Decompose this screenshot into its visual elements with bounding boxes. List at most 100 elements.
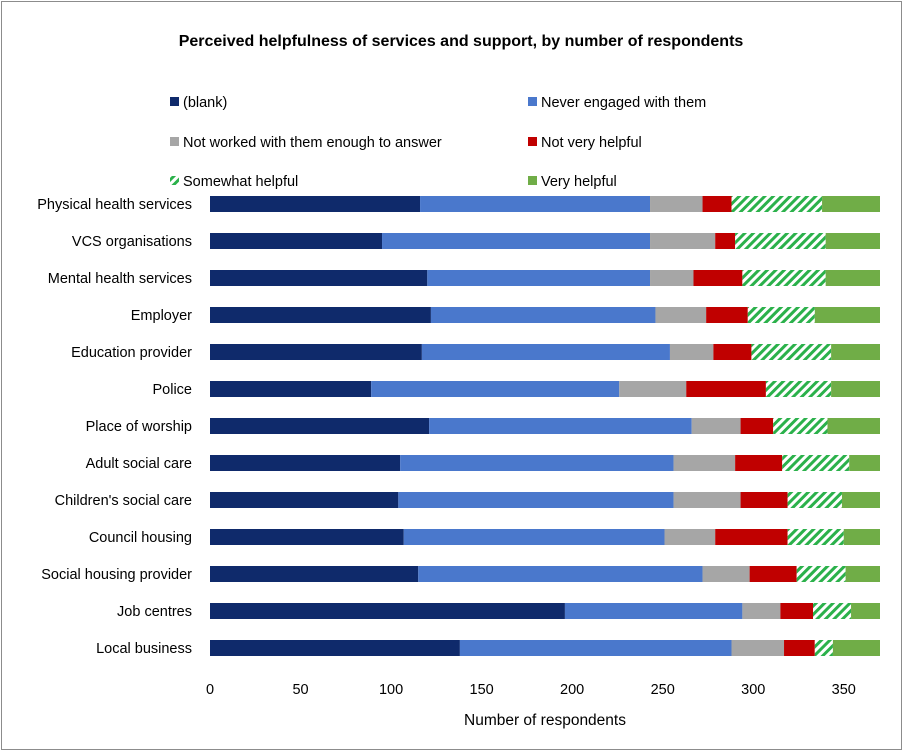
bar-vcs-organisations-not-very-helpful	[715, 233, 736, 249]
category-label-council-housing: Council housing	[89, 530, 192, 546]
bar-physical-health-services-somewhat-helpful	[731, 196, 823, 212]
legend-label-not-very-helpful: Not very helpful	[541, 135, 642, 151]
bar-local-business-blank	[210, 640, 460, 656]
bar-job-centres-blank	[210, 603, 565, 619]
bar-children-s-social-care-not-very-helpful	[740, 492, 788, 508]
bar-mental-health-services-not-very-helpful	[693, 270, 743, 286]
legend-swatch-not-worked-with-them-enough-to-answer	[170, 137, 179, 146]
legend-label-somewhat-helpful: Somewhat helpful	[183, 174, 298, 190]
bar-social-housing-provider-somewhat-helpful	[796, 566, 846, 582]
bar-physical-health-services-very-helpful	[822, 196, 880, 212]
x-tick-label-200: 200	[560, 682, 584, 698]
bar-employer-very-helpful	[814, 307, 880, 323]
x-tick-label-300: 300	[741, 682, 765, 698]
bar-vcs-organisations-never-engaged-with-them	[382, 233, 651, 249]
category-label-social-housing-provider: Social housing provider	[41, 567, 192, 583]
bar-physical-health-services-not-very-helpful	[702, 196, 732, 212]
bar-education-provider-not-very-helpful	[713, 344, 752, 360]
bar-employer-somewhat-helpful	[747, 307, 815, 323]
bar-council-housing-very-helpful	[843, 529, 880, 545]
category-label-mental-health-services: Mental health services	[48, 271, 192, 287]
legend-label-never-engaged-with-them: Never engaged with them	[541, 95, 706, 111]
bar-local-business-not-worked-with-them-enough-to-answer	[731, 640, 785, 656]
legend-swatch-blank	[170, 97, 179, 106]
legend-label-not-worked-with-them-enough-to-answer: Not worked with them enough to answer	[183, 135, 442, 151]
legend: (blank) Never engaged with them Not worked…	[170, 95, 706, 190]
bar-education-provider-somewhat-helpful	[751, 344, 832, 360]
bar-education-provider-blank	[210, 344, 422, 360]
category-label-adult-social-care: Adult social care	[86, 456, 192, 472]
bar-physical-health-services-never-engaged-with-them	[420, 196, 651, 212]
bar-adult-social-care-never-engaged-with-them	[400, 455, 674, 471]
bar-police-not-very-helpful	[686, 381, 766, 397]
bar-children-s-social-care-never-engaged-with-them	[398, 492, 674, 508]
bar-education-provider-not-worked-with-them-enough-to-answer	[669, 344, 714, 360]
x-axis: 0 50 100 150 200 250 300 350	[206, 682, 856, 698]
bar-children-s-social-care-very-helpful	[841, 492, 880, 508]
bar-children-s-social-care-somewhat-helpful	[787, 492, 842, 508]
bar-social-housing-provider-not-worked-with-them-enough-to-answer	[702, 566, 750, 582]
bar-adult-social-care-not-worked-with-them-enough-to-answer	[673, 455, 736, 471]
bar-local-business-not-very-helpful	[784, 640, 815, 656]
chart-title: Perceived helpfulness of services and su…	[179, 33, 744, 50]
bar-physical-health-services-blank	[210, 196, 421, 212]
category-label-local-business: Local business	[96, 641, 192, 657]
x-tick-label-150: 150	[470, 682, 494, 698]
bar-vcs-organisations-very-helpful	[825, 233, 880, 249]
bar-place-of-worship-blank	[210, 418, 430, 434]
bar-police-never-engaged-with-them	[371, 381, 620, 397]
bar-education-provider-very-helpful	[831, 344, 880, 360]
bar-social-housing-provider-very-helpful	[845, 566, 880, 582]
category-label-children-s-social-care: Children's social care	[55, 493, 192, 509]
bar-council-housing-not-worked-with-them-enough-to-answer	[664, 529, 716, 545]
bar-local-business-very-helpful	[832, 640, 880, 656]
category-label-job-centres: Job centres	[117, 604, 192, 620]
bar-education-provider-never-engaged-with-them	[421, 344, 670, 360]
bar-children-s-social-care-blank	[210, 492, 399, 508]
bar-place-of-worship-very-helpful	[827, 418, 880, 434]
bar-place-of-worship-never-engaged-with-them	[429, 418, 692, 434]
bar-police-blank	[210, 381, 372, 397]
bar-vcs-organisations-somewhat-helpful	[735, 233, 826, 249]
bar-local-business-somewhat-helpful	[814, 640, 833, 656]
bar-council-housing-not-very-helpful	[715, 529, 788, 545]
bar-place-of-worship-somewhat-helpful	[773, 418, 828, 434]
bar-place-of-worship-not-very-helpful	[740, 418, 774, 434]
legend-swatch-not-very-helpful	[528, 137, 537, 146]
category-label-employer: Employer	[131, 308, 192, 324]
bar-adult-social-care-not-very-helpful	[735, 455, 783, 471]
bar-job-centres-somewhat-helpful	[813, 603, 852, 619]
x-axis-title: Number of respondents	[464, 712, 626, 729]
bar-police-not-worked-with-them-enough-to-answer	[619, 381, 687, 397]
bar-job-centres-not-worked-with-them-enough-to-answer	[742, 603, 781, 619]
x-tick-label-250: 250	[651, 682, 675, 698]
bar-social-housing-provider-not-very-helpful	[749, 566, 797, 582]
bar-mental-health-services-not-worked-with-them-enough-to-answer	[650, 270, 694, 286]
x-tick-label-350: 350	[832, 682, 856, 698]
bar-police-very-helpful	[831, 381, 880, 397]
bar-social-housing-provider-blank	[210, 566, 419, 582]
plot-area: Physical health services VCS organisation…	[37, 196, 880, 657]
bar-place-of-worship-not-worked-with-them-enough-to-answer	[691, 418, 741, 434]
bar-council-housing-somewhat-helpful	[787, 529, 844, 545]
bar-physical-health-services-not-worked-with-them-enough-to-answer	[650, 196, 703, 212]
category-label-place-of-worship: Place of worship	[86, 419, 192, 435]
legend-swatch-never-engaged-with-them	[528, 97, 537, 106]
legend-label-blank: (blank)	[183, 95, 227, 111]
bar-adult-social-care-very-helpful	[849, 455, 880, 471]
bar-local-business-never-engaged-with-them	[459, 640, 732, 656]
bar-job-centres-very-helpful	[851, 603, 880, 619]
legend-swatch-very-helpful	[528, 176, 537, 185]
bar-employer-blank	[210, 307, 431, 323]
bar-mental-health-services-never-engaged-with-them	[427, 270, 651, 286]
bar-mental-health-services-very-helpful	[825, 270, 880, 286]
bar-mental-health-services-somewhat-helpful	[742, 270, 826, 286]
bar-employer-not-worked-with-them-enough-to-answer	[655, 307, 707, 323]
category-label-education-provider: Education provider	[71, 345, 192, 361]
legend-swatch-somewhat-helpful	[170, 176, 179, 185]
bar-job-centres-not-very-helpful	[780, 603, 813, 619]
x-tick-label-50: 50	[292, 682, 308, 698]
bar-vcs-organisations-blank	[210, 233, 383, 249]
bar-job-centres-never-engaged-with-them	[564, 603, 743, 619]
